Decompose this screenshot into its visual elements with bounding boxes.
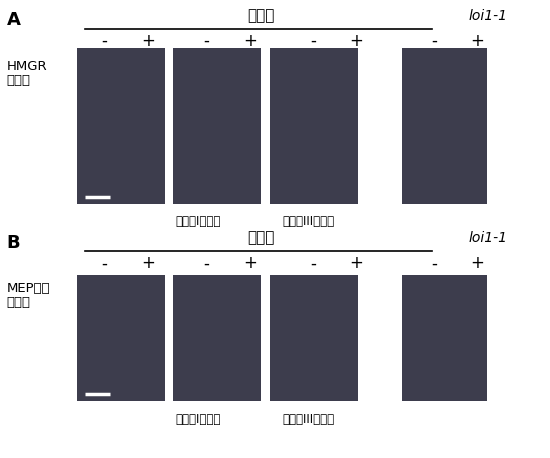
Text: -: -	[311, 254, 316, 273]
Text: +: +	[349, 32, 364, 50]
Text: 阻害剤: 阻害剤	[7, 296, 31, 309]
Bar	[77, 48, 165, 204]
Text: MEP経路: MEP経路	[7, 282, 50, 295]
Text: loi1-1: loi1-1	[469, 9, 508, 23]
Text: 野生型: 野生型	[248, 8, 275, 23]
Text: +: +	[243, 254, 257, 273]
Text: 複合体I阻害剤: 複合体I阻害剤	[175, 413, 221, 426]
Text: 複合体III阻害剤: 複合体III阻害剤	[282, 215, 334, 228]
Text: +: +	[243, 32, 257, 50]
Text: -: -	[204, 254, 209, 273]
Bar	[173, 275, 261, 401]
Text: +: +	[141, 32, 156, 50]
Text: +: +	[349, 254, 364, 273]
Bar	[270, 48, 358, 204]
Text: 複合体I阻害剤: 複合体I阻害剤	[175, 215, 221, 228]
Bar	[402, 48, 487, 204]
Bar	[173, 48, 261, 204]
Text: -: -	[432, 32, 437, 50]
Bar	[77, 275, 165, 401]
Bar	[402, 275, 487, 401]
Text: -: -	[311, 32, 316, 50]
Text: loi1-1: loi1-1	[469, 231, 508, 245]
Text: +: +	[141, 254, 156, 273]
Text: A: A	[7, 11, 20, 29]
Text: HMGR: HMGR	[7, 60, 47, 73]
Text: +: +	[470, 32, 485, 50]
Text: B: B	[7, 234, 20, 251]
Text: -: -	[102, 32, 107, 50]
Bar	[270, 275, 358, 401]
Text: -: -	[432, 254, 437, 273]
Text: 複合体III阻害剤: 複合体III阻害剤	[282, 413, 334, 426]
Text: -: -	[102, 254, 107, 273]
Text: 野生型: 野生型	[248, 230, 275, 245]
Text: 阻害剤: 阻害剤	[7, 74, 31, 87]
Text: +: +	[470, 254, 485, 273]
Text: -: -	[204, 32, 209, 50]
